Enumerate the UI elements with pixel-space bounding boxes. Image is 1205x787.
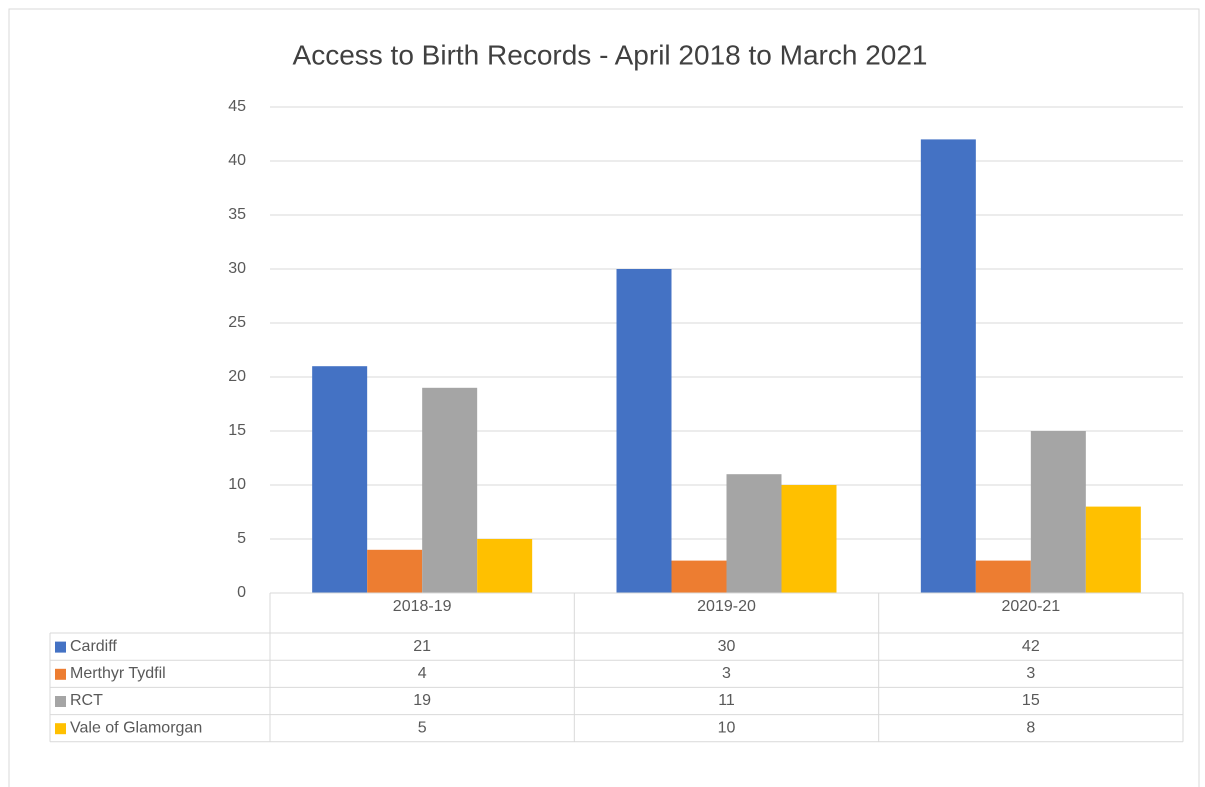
x-tick-label: 2020-21	[1001, 598, 1060, 615]
y-tick-label: 25	[228, 314, 246, 331]
bar	[312, 366, 368, 593]
x-tick-label: 2019-20	[697, 598, 756, 615]
bar	[477, 539, 533, 593]
bar	[781, 485, 837, 593]
legend-label: Cardiff	[70, 638, 117, 655]
bar	[975, 560, 1031, 593]
bar	[367, 549, 423, 593]
bar	[422, 387, 478, 593]
bar	[671, 560, 727, 593]
y-tick-label: 15	[228, 422, 246, 439]
legend-key	[55, 696, 66, 707]
bar	[920, 139, 976, 593]
y-tick-label: 5	[237, 530, 246, 547]
y-tick-label: 20	[228, 368, 246, 385]
y-tick-label: 0	[237, 584, 246, 601]
bar	[726, 474, 782, 593]
y-tick-label: 30	[228, 260, 246, 277]
legend-label: RCT	[70, 692, 103, 709]
table-cell: 10	[718, 719, 736, 736]
y-tick-label: 40	[228, 152, 246, 169]
legend-label: Vale of Glamorgan	[70, 719, 202, 736]
table-cell: 21	[413, 638, 431, 655]
chart-border	[8, 8, 1200, 787]
table-cell: 19	[413, 692, 431, 709]
table-cell: 4	[418, 665, 427, 682]
legend-key	[55, 641, 66, 653]
table-cell: 42	[1022, 638, 1040, 655]
legend-label: Merthyr Tydfil	[70, 665, 166, 682]
table-cell: 11	[718, 692, 735, 709]
y-tick-label: 45	[228, 98, 246, 115]
table-cell: 8	[1026, 719, 1035, 736]
table-cell: 3	[1026, 665, 1035, 682]
legend-key	[55, 668, 66, 680]
bar	[1030, 431, 1086, 593]
legend-key	[55, 723, 66, 735]
table-cell: 3	[722, 665, 731, 682]
table-cell: 30	[718, 638, 736, 655]
y-tick-label: 10	[228, 476, 246, 493]
bar	[1085, 506, 1141, 593]
y-tick-label: 35	[228, 206, 246, 223]
chart-title: Access to Birth Records - April 2018 to …	[293, 39, 928, 70]
table-cell: 5	[418, 719, 427, 736]
x-tick-label: 2018-19	[393, 598, 452, 615]
bar	[616, 269, 672, 593]
table-cell: 15	[1022, 692, 1040, 709]
